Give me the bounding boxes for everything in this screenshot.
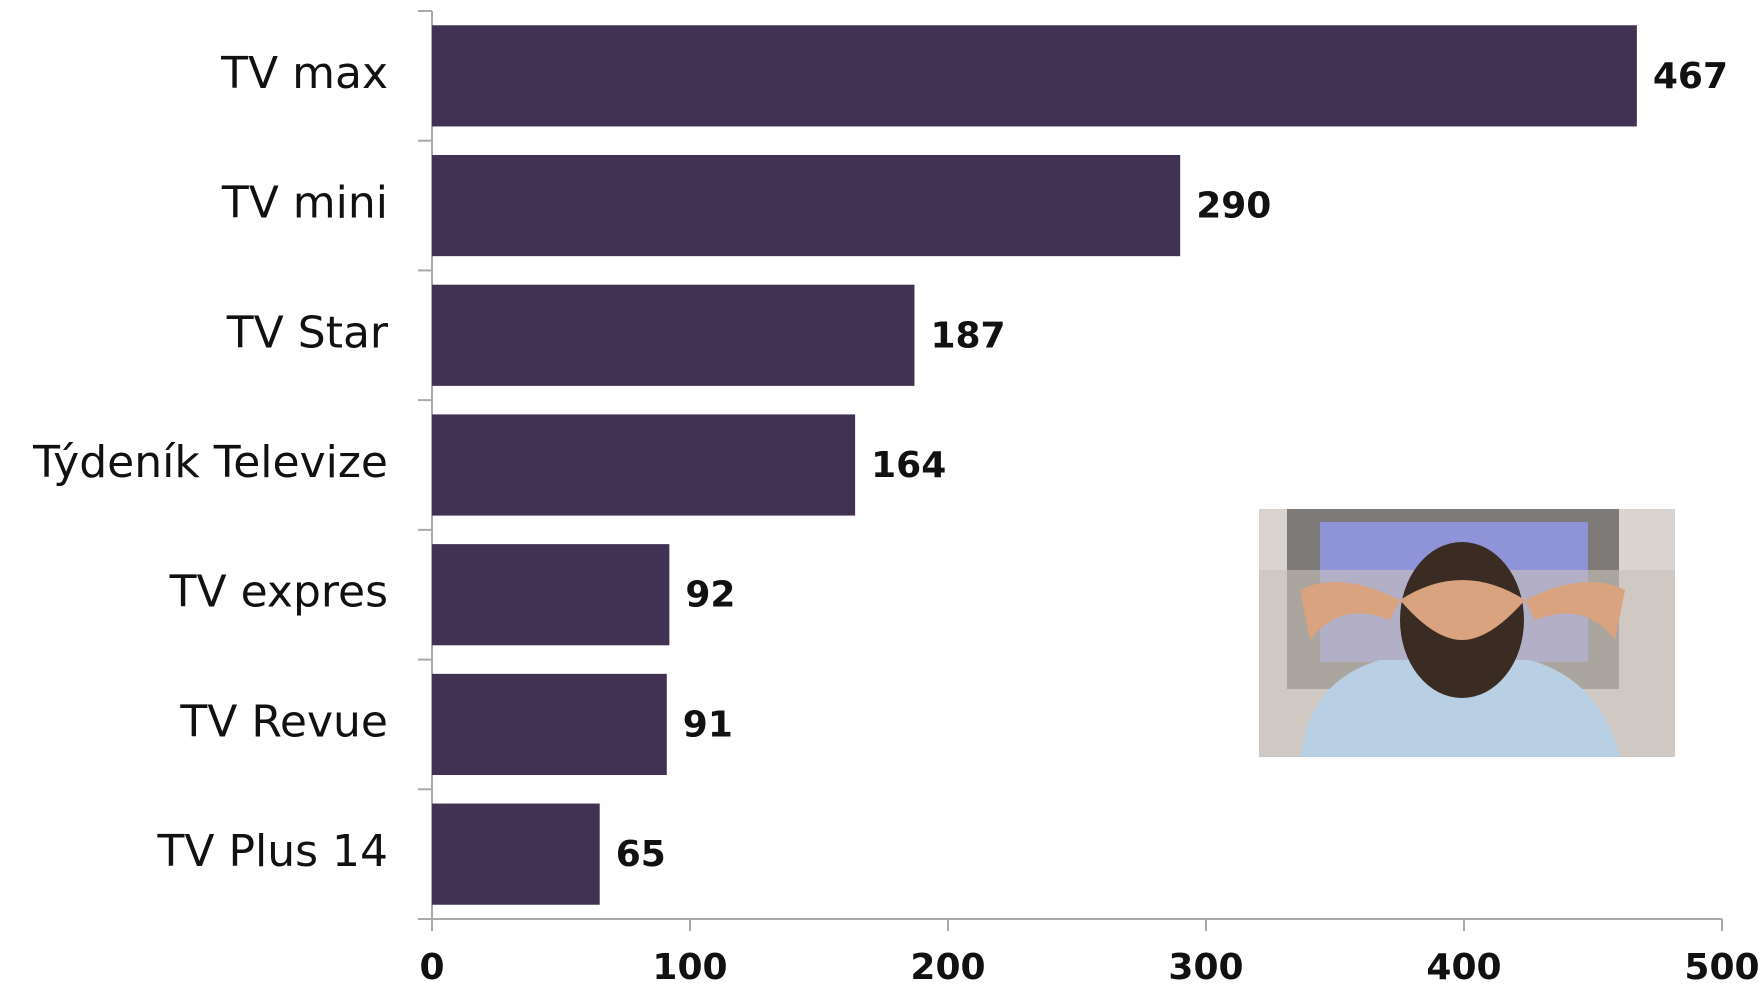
bar <box>432 544 670 646</box>
y-tick-label: TV Star <box>226 307 389 358</box>
y-tick-label: TV Plus 14 <box>156 826 388 877</box>
value-label: 164 <box>871 445 946 486</box>
x-tick-label: 0 <box>419 947 444 987</box>
value-label: 187 <box>930 315 1005 356</box>
value-label: 65 <box>616 834 666 875</box>
x-tick-label: 200 <box>910 947 985 987</box>
x-tick-label: 100 <box>652 947 727 987</box>
value-label: 290 <box>1196 186 1271 227</box>
x-tick-label: 500 <box>1684 947 1759 987</box>
y-tick-label: Týdeník Televize <box>32 437 388 488</box>
bar <box>432 673 667 776</box>
y-tick-label: TV expres <box>169 567 388 618</box>
value-label: 467 <box>1653 56 1728 97</box>
y-tick-label: TV Revue <box>179 696 388 747</box>
bar <box>432 154 1181 257</box>
x-tick-label: 400 <box>1426 947 1501 987</box>
photo <box>1259 509 1675 757</box>
value-label: 91 <box>683 704 733 745</box>
y-tick-label: TV mini <box>221 178 388 229</box>
bar <box>432 25 1637 127</box>
value-label: 92 <box>685 575 735 616</box>
x-tick-label: 300 <box>1168 947 1243 987</box>
y-tick-label: TV max <box>220 48 388 99</box>
bar <box>432 803 600 905</box>
bar <box>432 414 856 516</box>
bar <box>432 284 915 386</box>
